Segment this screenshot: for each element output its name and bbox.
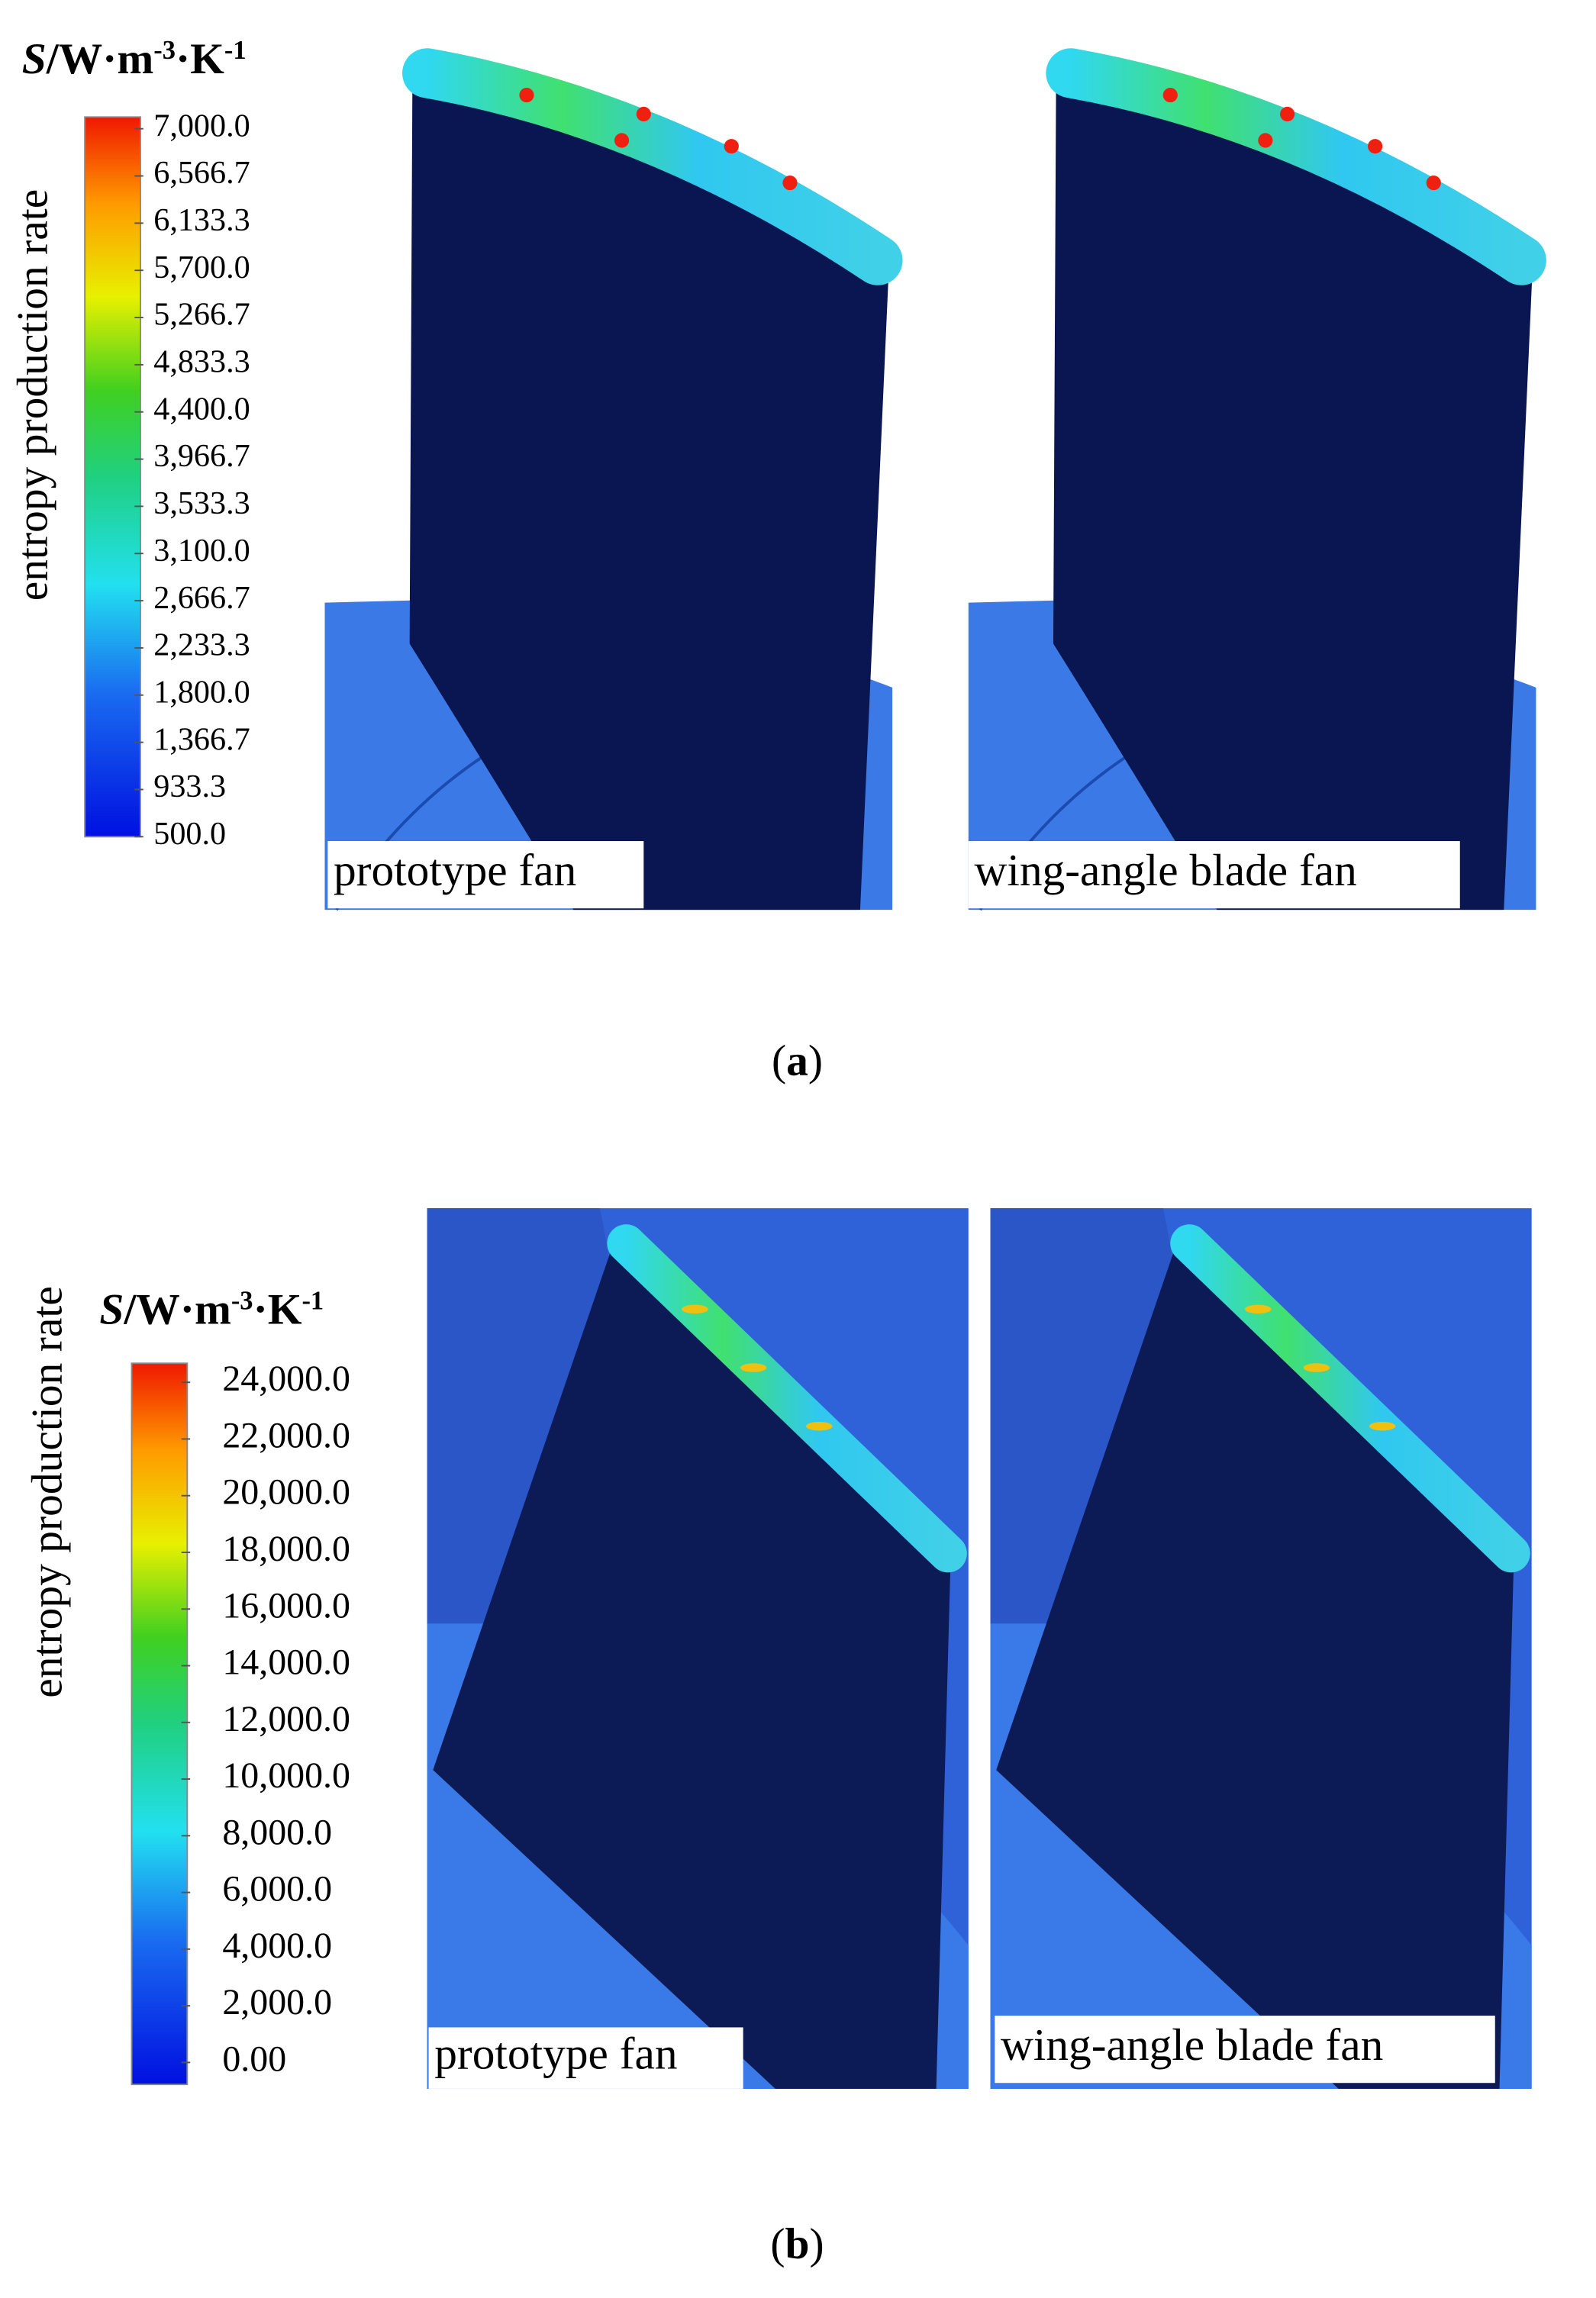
unit-part: -3 xyxy=(231,1287,253,1316)
panel-label-part: ) xyxy=(810,2220,824,2268)
colorbar-tick-label: 2,233.3 xyxy=(153,627,250,663)
colorbar-tick-label: 3,966.7 xyxy=(153,438,250,474)
colorbar-tick-label: 1,800.0 xyxy=(153,674,250,710)
panel-label-part: ( xyxy=(770,2220,785,2268)
image-caption: prototype fan xyxy=(434,2028,677,2078)
unit-label: S/W·m-3·K-1 xyxy=(99,1286,324,1334)
colorbar-tick-label: 5,700.0 xyxy=(153,250,250,285)
unit-part: -1 xyxy=(224,36,247,65)
caption-box xyxy=(968,841,1460,909)
cfd-image xyxy=(990,1208,1532,2089)
panel-label: (a) xyxy=(772,1036,823,1085)
hotspot xyxy=(636,106,651,122)
hotspot xyxy=(614,133,630,148)
unit-part: /W·m xyxy=(123,1286,231,1334)
hotspot xyxy=(1280,106,1295,122)
colorbar-tick-label: 4,000.0 xyxy=(222,1926,332,1966)
caption-box xyxy=(327,841,644,909)
hotspot xyxy=(1245,1304,1272,1314)
colorbar-tick-label: 14,000.0 xyxy=(222,1642,350,1683)
colorbar-tick-label: 4,833.3 xyxy=(153,344,250,380)
cfd-image xyxy=(427,1208,969,2089)
caption-box xyxy=(428,2027,743,2089)
unit-part: ·K xyxy=(253,1286,302,1334)
unit-part: S xyxy=(22,35,47,83)
hotspot xyxy=(519,88,534,103)
colorbar-tick-label: 6,133.3 xyxy=(153,202,250,238)
hotspot xyxy=(740,1363,767,1372)
colorbar-tick-label: 3,533.3 xyxy=(153,485,250,521)
image-caption: wing-angle blade fan xyxy=(1001,2019,1383,2070)
hotspot xyxy=(682,1304,708,1314)
blade-tip xyxy=(402,48,903,285)
colorbar-tick-label: 500.0 xyxy=(153,816,226,852)
hotspot xyxy=(1258,133,1273,148)
colorbar-tick-label: 22,000.0 xyxy=(222,1415,350,1455)
hotspot xyxy=(1369,1421,1396,1431)
colorbar xyxy=(131,1362,189,2086)
colorbar-title: entropy production rate xyxy=(8,189,56,601)
colorbar-tick-label: 7,000.0 xyxy=(153,108,250,143)
colorbar-tick-label: 18,000.0 xyxy=(222,1529,350,1569)
colorbar-tick-label: 6,000.0 xyxy=(222,1869,332,1910)
colorbar-tick-label: 8,000.0 xyxy=(222,1812,332,1852)
caption-box xyxy=(995,2016,1495,2084)
unit-part: -3 xyxy=(153,36,176,65)
hotspot xyxy=(1162,88,1178,103)
image-caption: prototype fan xyxy=(334,845,576,895)
colorbar-tick-label: 6,566.7 xyxy=(153,155,250,191)
hotspot xyxy=(806,1421,833,1431)
blade-tip xyxy=(1046,48,1546,285)
panel-label-part: ( xyxy=(772,1036,786,1085)
colorbar-tick-label: 1,366.7 xyxy=(153,721,250,757)
cfd-image xyxy=(968,44,1546,911)
blade xyxy=(1053,58,1533,910)
panel-label: (b) xyxy=(770,2220,824,2268)
image-caption: wing-angle blade fan xyxy=(974,845,1356,895)
colorbar-tick-label: 24,000.0 xyxy=(222,1358,350,1399)
colorbar-tick-label: 2,666.7 xyxy=(153,580,250,616)
panel-label-part: ) xyxy=(808,1036,823,1085)
panel-label-part: b xyxy=(785,2220,810,2268)
unit-part: ·K xyxy=(176,35,224,83)
unit-part: /W·m xyxy=(46,35,154,83)
blade-tip xyxy=(1170,1224,1530,1573)
hotspot xyxy=(724,139,739,154)
colorbar-tick-label: 20,000.0 xyxy=(222,1472,350,1513)
hotspot xyxy=(1426,176,1441,191)
colorbar-tick-label: 5,266.7 xyxy=(153,297,250,333)
panel-label-part: a xyxy=(786,1036,808,1085)
hotspot xyxy=(782,176,798,191)
colorbar-tick-label: 16,000.0 xyxy=(222,1585,350,1626)
unit-part: -1 xyxy=(301,1287,324,1316)
blade xyxy=(409,58,890,910)
colorbar-tick-label: 0.00 xyxy=(222,2039,286,2079)
unit-label: S/W·m-3·K-1 xyxy=(22,35,247,83)
colorbar xyxy=(84,116,141,838)
blade-tip xyxy=(607,1224,967,1573)
colorbar-tick-label: 933.3 xyxy=(153,769,226,804)
colorbar-title: entropy production rate xyxy=(23,1286,71,1698)
hotspot xyxy=(1368,139,1383,154)
colorbar-tick-label: 10,000.0 xyxy=(222,1755,350,1796)
unit-part: S xyxy=(99,1286,124,1334)
colorbar-tick-label: 12,000.0 xyxy=(222,1699,350,1739)
colorbar-tick-label: 4,400.0 xyxy=(153,391,250,427)
cfd-image xyxy=(324,44,903,911)
hotspot xyxy=(1303,1363,1330,1372)
colorbar-tick-label: 2,000.0 xyxy=(222,1982,332,2022)
colorbar-tick-label: 3,100.0 xyxy=(153,533,250,569)
